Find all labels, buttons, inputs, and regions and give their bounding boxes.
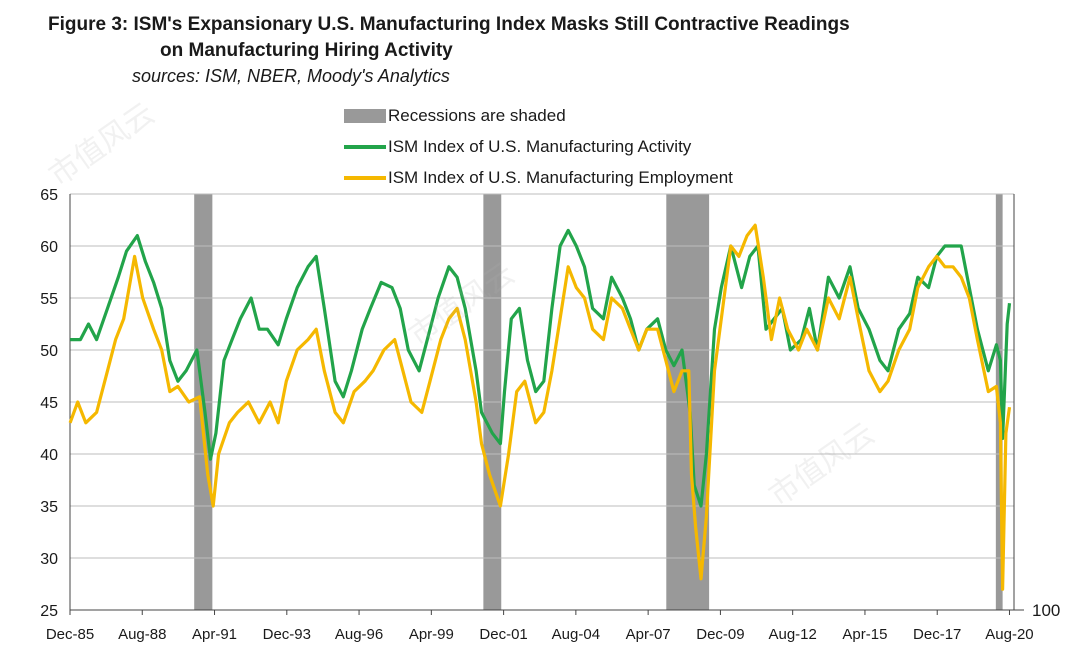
legend-swatch-recession — [344, 108, 386, 123]
series-line-employment — [68, 223, 1012, 591]
chart-source: sources: ISM, NBER, Moody's Analytics — [132, 66, 450, 86]
legend-label-activity: ISM Index of U.S. Manufacturing Activity — [388, 136, 692, 156]
legend-swatch-employment — [344, 175, 386, 180]
x-tick-label: Aug-12 — [768, 626, 816, 643]
x-tick-label: Aug-04 — [552, 626, 600, 643]
x-tick-label: Apr-15 — [842, 626, 887, 643]
x-tick-label: Dec-85 — [46, 626, 94, 643]
legend-label-recession: Recessions are shaded — [388, 105, 566, 125]
y-tick-label: 35 — [40, 499, 58, 516]
y-tick-label: 40 — [40, 447, 58, 464]
y2-tick-label: 100 — [1032, 601, 1060, 620]
y-tick-label: 65 — [40, 187, 58, 204]
y-tick-label: 50 — [40, 343, 58, 360]
chart-title: Figure 3: ISM's Expansionary U.S. Manufa… — [48, 12, 948, 64]
legend-item-employment: ISM Index of U.S. Manufacturing Employme… — [344, 162, 733, 193]
y-tick-label: 30 — [40, 551, 58, 568]
legend-item-recession: Recessions are shaded — [344, 100, 733, 131]
x-tick-label: Dec-09 — [696, 626, 744, 643]
y-tick-label: 45 — [40, 395, 58, 412]
chart-legend: Recessions are shaded ISM Index of U.S. … — [344, 100, 733, 193]
x-tick-label: Apr-91 — [192, 626, 237, 643]
x-tick-label: Dec-17 — [913, 626, 961, 643]
y-tick-label: 55 — [40, 291, 58, 308]
legend-swatch-activity — [344, 144, 386, 149]
chart-title-line2: on Manufacturing Hiring Activity — [160, 40, 453, 61]
series-line-activity — [70, 228, 1012, 508]
x-tick-label: Apr-99 — [409, 626, 454, 643]
y-tick-label: 25 — [40, 603, 58, 620]
x-tick-label: Dec-01 — [479, 626, 527, 643]
chart-title-line1: Figure 3: ISM's Expansionary U.S. Manufa… — [48, 14, 850, 35]
x-tick-label: Apr-07 — [626, 626, 671, 643]
x-tick-label: Aug-96 — [335, 626, 383, 643]
x-tick-label: Dec-93 — [263, 626, 311, 643]
legend-item-activity: ISM Index of U.S. Manufacturing Activity — [344, 131, 733, 162]
legend-label-employment: ISM Index of U.S. Manufacturing Employme… — [388, 167, 733, 187]
y-tick-label: 60 — [40, 239, 58, 256]
x-tick-label: Aug-88 — [118, 626, 166, 643]
x-tick-label: Aug-20 — [985, 626, 1033, 643]
